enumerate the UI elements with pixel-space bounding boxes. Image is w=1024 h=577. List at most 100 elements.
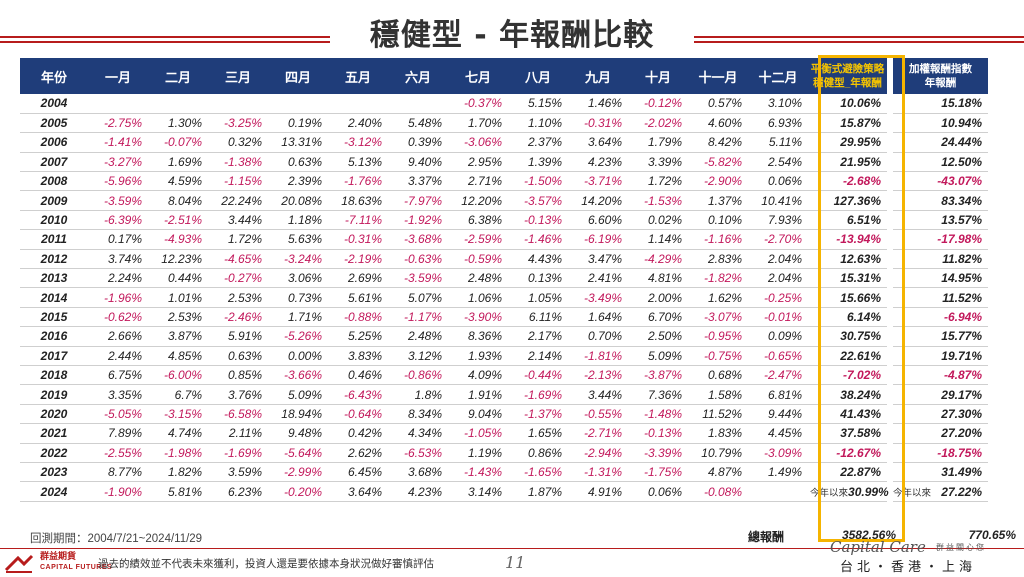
monthly-return-cell: 3.68% — [388, 462, 448, 483]
index-annual-return-value: 27.20% — [941, 426, 982, 441]
monthly-return-cell: 0.68% — [688, 365, 748, 386]
year-cell: 2011 — [20, 229, 88, 250]
header-month: 七月 — [448, 58, 508, 94]
monthly-return-cell: -0.95% — [688, 326, 748, 347]
monthly-return-cell: -0.59% — [448, 249, 508, 270]
monthly-return-cell: 0.44% — [148, 268, 208, 289]
strategy-annual-return-value: -7.02% — [842, 368, 881, 383]
monthly-return-cell: 1.30% — [148, 113, 208, 134]
monthly-return-cell: 6.93% — [748, 113, 808, 134]
index-annual-return-cell: 19.71% — [887, 346, 988, 366]
monthly-return-cell: -3.07% — [688, 307, 748, 328]
year-cell: 2023 — [20, 462, 88, 483]
strategy-annual-return-value: 38.24% — [840, 387, 881, 402]
monthly-return-cell: -1.65% — [508, 462, 568, 483]
monthly-return-cell: 1.58% — [688, 384, 748, 405]
monthly-return-cell: 0.13% — [508, 268, 568, 289]
monthly-return-cell: 2.48% — [448, 268, 508, 289]
monthly-return-cell: 1.06% — [448, 287, 508, 308]
strategy-annual-return-value: 22.61% — [840, 348, 881, 363]
monthly-return-cell: 5.11% — [748, 132, 808, 153]
monthly-return-cell: 8.34% — [388, 404, 448, 425]
monthly-return-cell: 0.63% — [208, 346, 268, 366]
index-annual-return-value: 31.49% — [941, 465, 982, 480]
monthly-return-cell: 6.38% — [448, 210, 508, 231]
monthly-return-cell: 5.81% — [148, 481, 208, 502]
monthly-return-cell: 2.66% — [88, 326, 148, 347]
monthly-return-cell: 1.14% — [628, 229, 688, 250]
monthly-return-cell: -5.82% — [688, 152, 748, 173]
monthly-return-cell: 8.77% — [88, 462, 148, 483]
strategy-annual-return-cell: 41.43% — [808, 404, 890, 425]
monthly-return-cell: -1.31% — [568, 462, 628, 483]
monthly-return-cell: -6.19% — [568, 229, 628, 250]
monthly-return-cell: -5.96% — [88, 171, 148, 192]
total-return-strategy: 3582.56% — [841, 528, 896, 542]
header-month: 五月 — [328, 58, 388, 94]
monthly-return-cell: 6.23% — [208, 481, 268, 502]
footer-divider — [0, 548, 1024, 549]
monthly-return-cell: 3.83% — [328, 346, 388, 366]
page-title: 穩健型 - 年報酬比較 — [330, 18, 694, 54]
monthly-return-cell: 1.87% — [508, 481, 568, 502]
monthly-return-cell: -1.37% — [508, 404, 568, 425]
monthly-return-cell: -3.15% — [148, 404, 208, 425]
header-strategy-line: 平衡式避險策略 — [810, 63, 885, 75]
monthly-return-cell: -0.75% — [688, 346, 748, 366]
strategy-annual-return-cell: 22.61% — [808, 346, 890, 366]
monthly-return-cell: -3.49% — [568, 287, 628, 308]
monthly-return-cell: 10.79% — [688, 443, 748, 463]
monthly-return-cell: -0.86% — [388, 365, 448, 386]
monthly-return-cell: 2.83% — [688, 249, 748, 270]
monthly-return-cell: -0.08% — [688, 481, 748, 502]
monthly-return-cell: 4.45% — [748, 423, 808, 444]
monthly-return-cell: -0.44% — [508, 365, 568, 386]
monthly-return-cell: -3.39% — [628, 443, 688, 463]
year-cell: 2010 — [20, 210, 88, 231]
monthly-return-cell: -3.87% — [628, 365, 688, 386]
year-cell: 2016 — [20, 326, 88, 347]
monthly-return-cell: 0.70% — [568, 326, 628, 347]
monthly-return-cell: 6.75% — [88, 365, 148, 386]
monthly-return-cell: -2.59% — [448, 229, 508, 250]
monthly-return-cell: -0.13% — [508, 210, 568, 231]
strategy-annual-return-value: 22.87% — [840, 465, 881, 480]
monthly-return-cell: -2.47% — [748, 365, 808, 386]
monthly-return-cell: 9.04% — [448, 404, 508, 425]
table-row: 2007 -3.27% 1.69% -1.38% 0.63% 5.13% 9.40% 2.95… — [20, 152, 988, 173]
monthly-return-cell: 1.65% — [508, 423, 568, 444]
monthly-return-cell: 2.53% — [208, 287, 268, 308]
year-cell: 2009 — [20, 190, 88, 211]
index-annual-return-value: -17.98% — [937, 232, 982, 247]
monthly-return-cell: 6.11% — [508, 307, 568, 328]
monthly-return-cell: -0.63% — [388, 249, 448, 270]
year-cell: 2017 — [20, 346, 88, 366]
monthly-return-cell: -2.19% — [328, 249, 388, 270]
monthly-return-cell: -6.58% — [208, 404, 268, 425]
monthly-return-cell: -1.82% — [688, 268, 748, 289]
header-strategy-line: 穩健型_年報酬 — [813, 77, 882, 89]
year-cell: 2015 — [20, 307, 88, 328]
monthly-return-cell: -3.90% — [448, 307, 508, 328]
strategy-annual-return-value: 30.99% — [848, 484, 889, 499]
table-row: 2024 -1.90% 5.81% 6.23% -0.20% 3.64% 4.23% 3.14… — [20, 481, 988, 502]
index-annual-return-value: -18.75% — [937, 445, 982, 460]
monthly-return-cell: 1.8% — [388, 384, 448, 405]
monthly-return-cell: 0.09% — [748, 326, 808, 347]
strategy-annual-return-cell: 22.87% — [808, 462, 890, 483]
header-month: 九月 — [568, 58, 628, 94]
index-annual-return-value: 14.95% — [941, 271, 982, 286]
monthly-return-cell: 1.46% — [568, 94, 628, 114]
monthly-return-cell: 1.69% — [148, 152, 208, 173]
index-annual-return-cell: 15.18% — [887, 94, 988, 114]
monthly-return-cell: 4.85% — [148, 346, 208, 366]
monthly-return-cell: -1.48% — [628, 404, 688, 425]
monthly-return-cell: 3.35% — [88, 384, 148, 405]
monthly-return-cell: 1.79% — [628, 132, 688, 153]
strategy-annual-return-value: 15.66% — [840, 290, 881, 305]
monthly-return-cell: 2.40% — [328, 113, 388, 134]
monthly-return-cell: -2.71% — [568, 423, 628, 444]
monthly-return-cell: -3.25% — [208, 113, 268, 134]
table-row: 2005 -2.75% 1.30% -3.25% 0.19% 2.40% 5.48% 1.70… — [20, 113, 988, 134]
strategy-annual-return-cell: 6.14% — [808, 307, 890, 328]
